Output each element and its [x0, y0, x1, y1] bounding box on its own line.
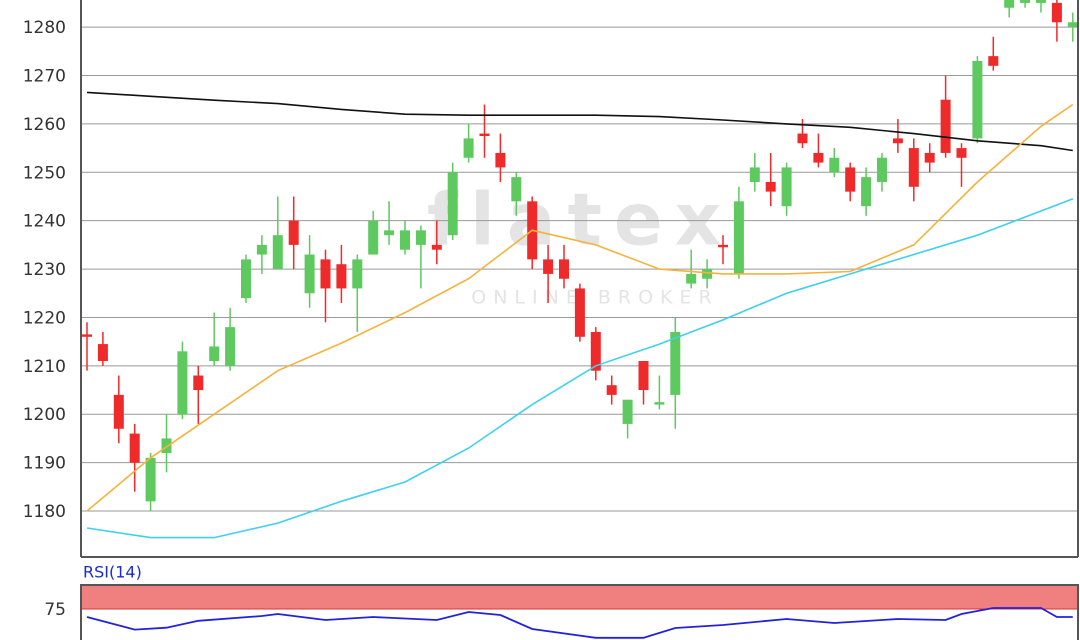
candle-body [304, 254, 315, 294]
y-tick-label: 1210 [23, 357, 66, 377]
y-tick-label: 1230 [23, 260, 66, 280]
candle-body [622, 399, 633, 424]
rsi-panel [81, 585, 1078, 639]
candle-body [415, 230, 426, 245]
y-tick-label: 1200 [23, 405, 66, 425]
candle-body [892, 138, 903, 144]
candle-body [797, 133, 808, 144]
candle-body [638, 361, 649, 391]
candle-body [161, 438, 172, 453]
candle-body [145, 457, 156, 502]
candle-body [956, 148, 967, 158]
y-tick-label: 1280 [23, 18, 66, 38]
candle-body [813, 152, 824, 163]
candle-body [272, 235, 283, 270]
candle-body [670, 331, 681, 395]
rsi-title: RSI(14) [83, 563, 142, 582]
candle-body [82, 334, 92, 337]
candle-body [924, 152, 935, 163]
moving-average [86, 198, 1074, 539]
candle-body [1051, 2, 1062, 23]
candle-body [241, 259, 251, 299]
candle-body [940, 99, 951, 153]
candle-body [733, 201, 744, 274]
candle-body [606, 385, 617, 395]
y-tick-label: 1270 [23, 66, 66, 86]
candle-body [1067, 22, 1078, 28]
candle-body [1036, 0, 1046, 3]
y-tick-label: 1180 [23, 502, 66, 522]
candle-body [749, 167, 760, 182]
candle-body [352, 259, 363, 289]
y-tick-label: 1220 [23, 308, 66, 328]
candle-body [543, 259, 554, 274]
y-tick-label: 1190 [23, 454, 66, 474]
candle-body [972, 60, 983, 139]
candle-body [97, 344, 108, 362]
candle-body [288, 220, 299, 245]
rsi-border [80, 584, 1079, 640]
rsi-band [81, 585, 1078, 610]
candle-body [431, 244, 442, 250]
candle-body [447, 172, 458, 236]
candle-body [336, 264, 347, 289]
candle-body [845, 167, 856, 192]
candle-body [574, 288, 585, 337]
candle-body [193, 375, 204, 391]
candle-body [765, 181, 776, 192]
y-tick-label: 1250 [23, 163, 66, 183]
candle-body [861, 177, 872, 207]
candle-body [1020, 0, 1031, 3]
candle-body [829, 157, 840, 173]
y-tick-label: 1240 [23, 212, 66, 232]
candle-body [368, 220, 379, 255]
moving-average [86, 103, 1074, 512]
candle-body [988, 56, 999, 66]
candle-body [177, 351, 188, 415]
candle-body [877, 157, 887, 182]
moving-average [86, 91, 1073, 152]
candle-body [718, 244, 728, 248]
price-panel: flatex ONLINE BROKER [81, 0, 1078, 539]
candle-body [256, 244, 267, 255]
candle-body [495, 152, 506, 168]
candle-body [479, 133, 490, 136]
candle-body [686, 273, 697, 284]
watermark-brand: flatex [427, 178, 733, 262]
candle-body [400, 230, 410, 250]
candle-body [908, 148, 919, 187]
axes: RSI(14) 1180 1190 1200 1210 1220 1230 1240 1250… [23, 0, 1079, 640]
candle-body [209, 346, 220, 362]
y-tick-label: 75 [44, 600, 66, 620]
candle-body [559, 259, 569, 279]
candle-body [463, 138, 474, 158]
candle-body [384, 230, 395, 236]
candle-body [225, 327, 236, 366]
y-tick-label: 1260 [23, 115, 66, 135]
candle-body [654, 402, 665, 405]
candle-body [320, 259, 331, 289]
candle-body [511, 177, 522, 202]
candle-body [113, 394, 124, 429]
candle-body [129, 433, 140, 463]
candle-body [702, 269, 713, 279]
candle-body [781, 167, 792, 207]
candle-body [1004, 0, 1015, 8]
candle-body [590, 331, 601, 371]
watermark-tagline: ONLINE BROKER [471, 287, 718, 309]
rsi-line [86, 607, 1073, 639]
